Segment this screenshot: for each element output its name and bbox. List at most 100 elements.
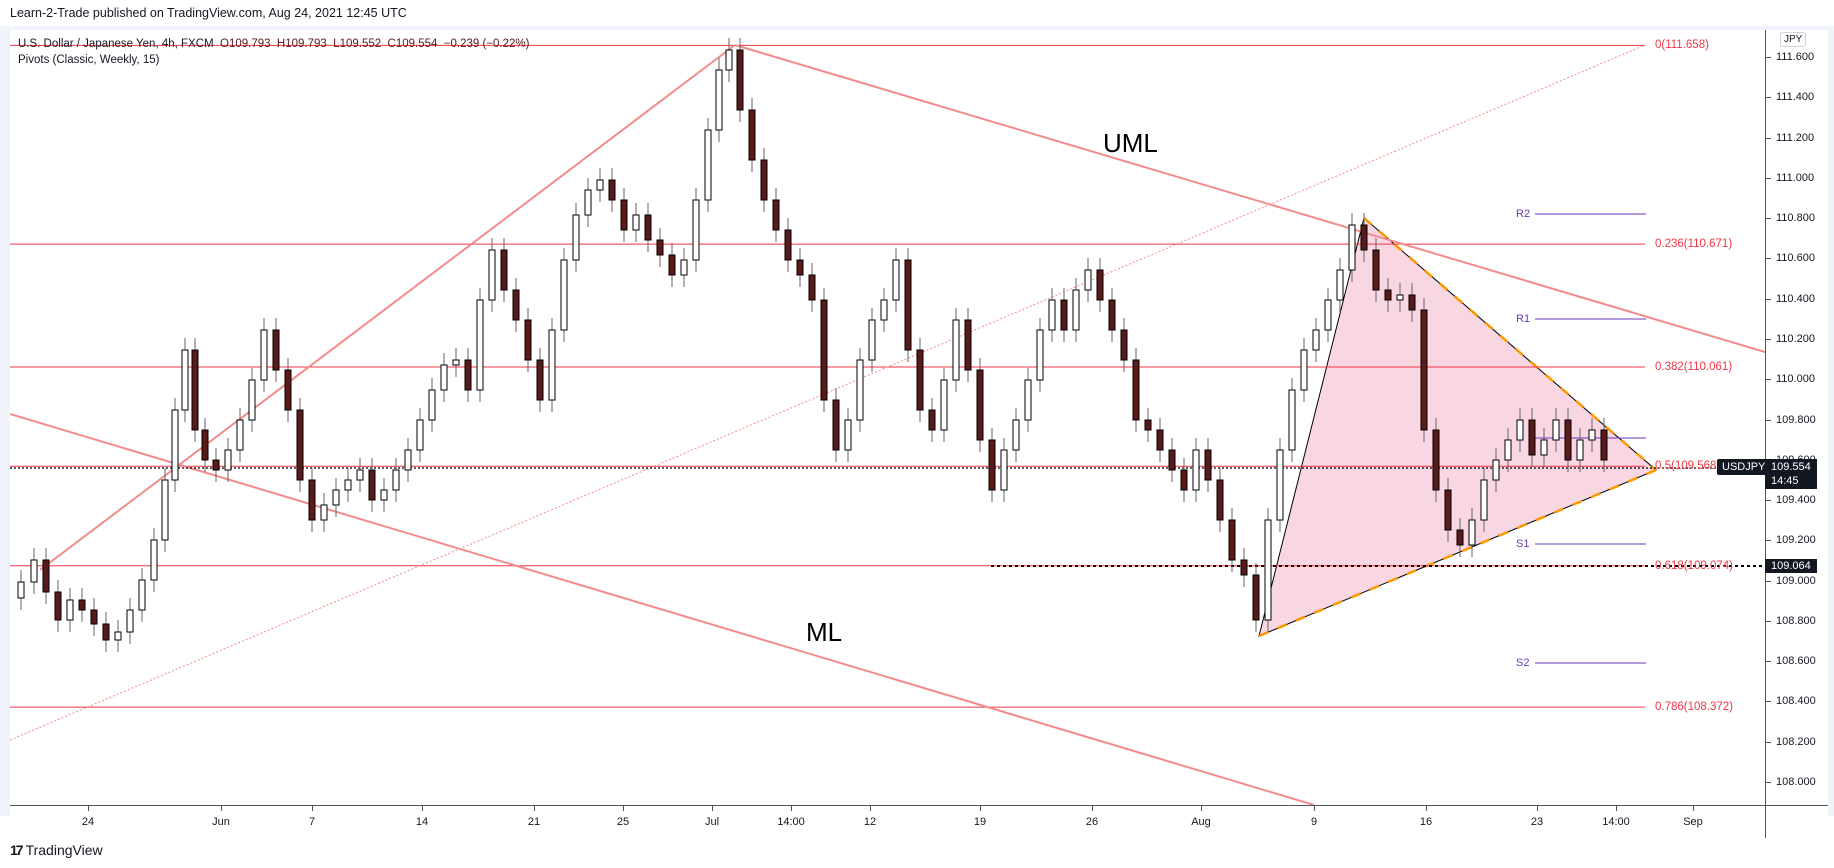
price-tick-mark — [1766, 782, 1771, 784]
candle-up — [1468, 519, 1476, 546]
candle-down — [1060, 299, 1068, 331]
fib-level-label: 0.618(109.074) — [1655, 559, 1734, 572]
symbol-description: U.S. Dollar / Japanese Yen, 4h, FXCM — [18, 38, 214, 50]
candle-down — [1168, 449, 1176, 471]
candle-down — [784, 229, 792, 261]
price-tick-label: 108.200 — [1776, 735, 1816, 748]
candle-down — [1204, 449, 1212, 481]
date-tick-label: 9 — [1310, 816, 1318, 828]
candle-up — [1048, 299, 1056, 331]
candle-up — [236, 419, 244, 451]
candle-down — [904, 259, 912, 351]
price-tick-mark — [1766, 338, 1771, 340]
candle-up — [715, 69, 723, 131]
price-axis[interactable]: 111.600 111.400 111.200 111.000 110.800 110.6… — [1765, 30, 1828, 805]
candle-up — [126, 609, 134, 633]
candle-up — [1072, 289, 1080, 331]
median-line — [10, 413, 1315, 805]
candle-up — [1480, 479, 1488, 521]
candle-up — [476, 299, 484, 391]
ohlc-low: L109.552 — [333, 38, 382, 50]
legend-indicator-pivots[interactable]: Pivots (Classic, Weekly, 15) — [18, 54, 160, 66]
candle-up — [1540, 439, 1548, 456]
candle-down — [464, 359, 472, 391]
price-tick-label: 108.800 — [1776, 614, 1816, 627]
date-tick-mark — [870, 806, 871, 811]
candle-up — [452, 359, 460, 366]
date-tick-mark — [1314, 806, 1315, 811]
candle-down — [54, 591, 62, 621]
candle-up — [1348, 224, 1356, 271]
candle-up — [1312, 329, 1320, 351]
date-tick-mark — [980, 806, 981, 811]
candle-down — [1240, 559, 1248, 576]
candle-down — [736, 49, 744, 111]
price-tick-mark — [1766, 701, 1771, 703]
date-tick-label: 12 — [863, 816, 877, 828]
candle-up — [1264, 519, 1272, 621]
price-tick-label: 111.400 — [1776, 91, 1815, 104]
date-tick-label: 16 — [1419, 816, 1433, 828]
candle-up — [114, 631, 122, 641]
date-tick-label: 24 — [81, 816, 95, 828]
date-tick-mark — [791, 806, 792, 811]
candle-up — [692, 199, 700, 261]
fib-level-label: 0.382(110.061) — [1655, 360, 1733, 373]
triangle-upper-dashed-line — [1363, 217, 1657, 471]
chart-legend: U.S. Dollar / Japanese Yen, 4h, FXCM O10… — [18, 36, 529, 68]
price-tick-mark — [1766, 258, 1771, 260]
price-tick-mark — [1766, 419, 1771, 421]
candle-up — [560, 259, 568, 331]
candle-down — [272, 329, 280, 371]
price-tick-label: 109.400 — [1776, 494, 1816, 507]
ohlc-change: −0.239 (−0.22%) — [443, 38, 530, 50]
candle-down — [820, 299, 828, 401]
date-tick-label: 14 — [415, 816, 429, 828]
candle-up — [138, 579, 146, 611]
candle-down — [500, 249, 508, 291]
candle-up — [1000, 449, 1008, 491]
candle-down — [1432, 429, 1440, 491]
candle-up — [725, 49, 733, 71]
candle-down — [1384, 289, 1392, 301]
date-tick-mark — [712, 806, 713, 811]
price-tick-label: 109.800 — [1776, 413, 1816, 426]
candle-up — [1336, 269, 1344, 301]
candle-down — [1600, 429, 1608, 461]
date-tick-label: 14:00 — [777, 816, 805, 828]
candle-up — [224, 449, 232, 471]
legend-symbol-row[interactable]: U.S. Dollar / Japanese Yen, 4h, FXCM O10… — [18, 36, 529, 52]
candle-up — [1492, 459, 1500, 481]
candle-up — [488, 249, 496, 301]
currency-badge[interactable]: JPY — [1780, 32, 1807, 47]
date-tick-mark — [422, 806, 423, 811]
candle-up — [1396, 294, 1404, 301]
price-tick-mark — [1766, 298, 1771, 300]
candle-down — [832, 399, 840, 451]
pivot-label-r2: R2 — [1516, 208, 1531, 220]
date-tick-label: Sep — [1683, 816, 1703, 828]
uml-label: UML — [1103, 128, 1158, 158]
candle-down — [1096, 269, 1104, 301]
candle-up — [260, 329, 268, 381]
price-tick-label: 111.600 — [1776, 51, 1815, 63]
candle-down — [308, 479, 316, 521]
date-tick-mark — [1426, 806, 1427, 811]
price-tick-label: 110.400 — [1776, 292, 1815, 305]
candle-up — [150, 539, 158, 581]
tradingview-logo[interactable]: 17 TradingView — [10, 842, 103, 858]
price-tick-mark — [1766, 218, 1771, 220]
candle-down — [368, 469, 376, 501]
date-tick-mark — [1092, 806, 1093, 811]
price-tick-mark — [1766, 661, 1771, 663]
candle-up — [680, 259, 688, 276]
candle-up — [356, 469, 364, 481]
candle-up — [1288, 389, 1296, 451]
time-axis[interactable]: 24 Jun 7 14 21 25 Jul 14:00 12 19 26 Aug 9 16 23 14:00 S… — [10, 805, 1765, 838]
chart-canvas[interactable] — [10, 30, 1765, 805]
price-tick-label: 109.000 — [1776, 574, 1816, 587]
candle-up — [868, 319, 876, 361]
last-price: 109.554 — [1771, 461, 1811, 473]
candle-up — [704, 129, 712, 201]
candle-down — [1108, 299, 1116, 331]
